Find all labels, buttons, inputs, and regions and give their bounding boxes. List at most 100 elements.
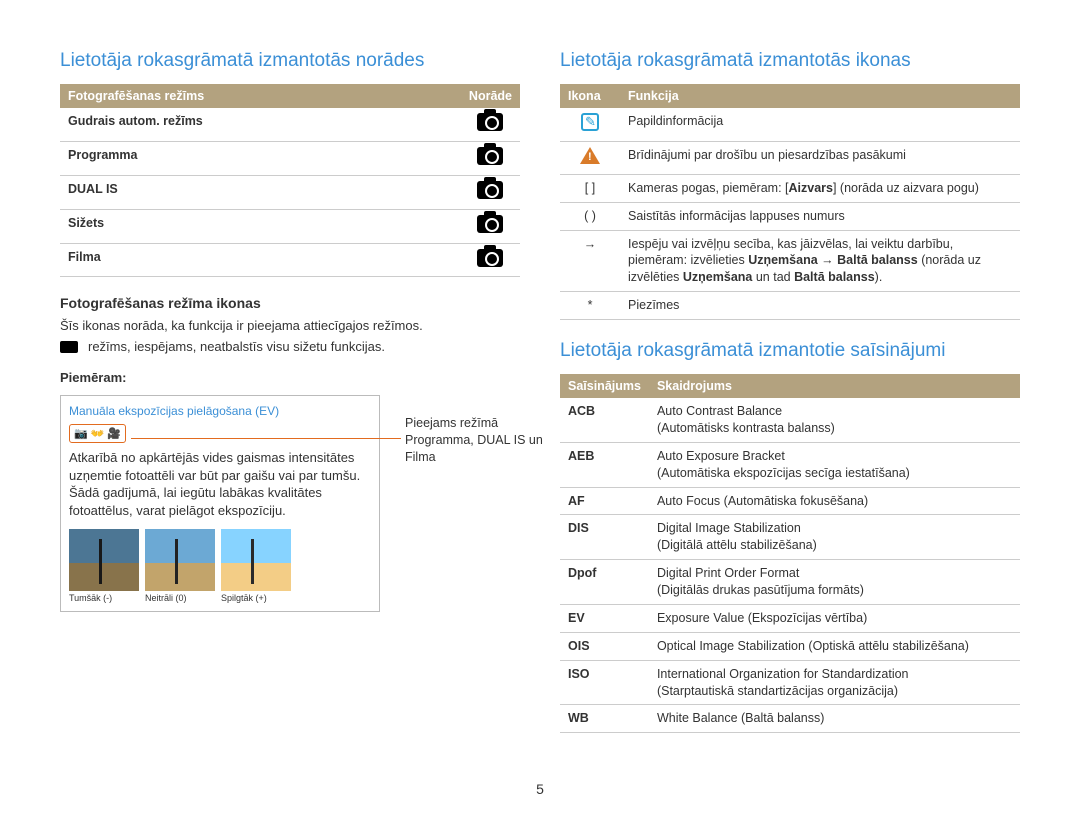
left-title: Lietotāja rokasgrāmatā izmantotās norāde… [60, 50, 520, 72]
abbr-desc: White Balance (Baltā balanss) [649, 705, 1020, 733]
mode-icon-cell [461, 243, 520, 277]
mode-label: Sižets [60, 209, 461, 243]
thumb: Spilgtāk (+) [221, 529, 291, 603]
right-abbr-title: Lietotāja rokasgrāmatā izmantotie saīsin… [560, 340, 1020, 362]
icon-desc: Kameras pogas, piemēram: [Aizvars] (norā… [620, 174, 1020, 202]
badge-icon: 👐 [91, 427, 105, 440]
abbr-cell: EV [560, 604, 649, 632]
mode-icon-cell [461, 141, 520, 175]
icon-cell [560, 108, 620, 141]
example-box-title: Manuāla ekspozīcijas pielāgošana (EV) [69, 404, 371, 418]
icon-desc: Saistītās informācijas lappuses numurs [620, 202, 1020, 230]
icon-desc: Iespēju vai izvēļņu secība, kas jāizvēla… [620, 230, 1020, 292]
table-row: OISOptical Image Stabilization (Optiskā … [560, 632, 1020, 660]
icon-desc: Brīdinājumi par drošību un piesardzības … [620, 141, 1020, 174]
thumb-img-dark [69, 529, 139, 591]
icons-th-func: Funkcija [620, 84, 1020, 108]
abbr-cell: AEB [560, 442, 649, 487]
example-body: Atkarībā no apkārtējās vides gaismas int… [69, 449, 371, 519]
table-row: Papildinformācija [560, 108, 1020, 141]
warning-icon [580, 147, 600, 164]
table-row: ACBAuto Contrast Balance(Automātisks kon… [560, 398, 1020, 442]
table-row: EVExposure Value (Ekspozīcijas vērtība) [560, 604, 1020, 632]
icons-table: Ikona Funkcija PapildinformācijaBrīdināj… [560, 84, 1020, 320]
thumb-img-bright [221, 529, 291, 591]
icon-desc: Papildinformācija [620, 108, 1020, 141]
example-callout-text: Pieejams režīmā Programma, DUAL IS un Fi… [405, 415, 555, 466]
table-row: DISDigital Image Stabilization(Digitālā … [560, 515, 1020, 560]
badge-icon: 📷 [74, 427, 88, 440]
abbr-desc: Auto Contrast Balance(Automātisks kontra… [649, 398, 1020, 442]
modes-table: Fotografēšanas režīms Norāde Gudrais aut… [60, 84, 520, 277]
mode-label: Programma [60, 141, 461, 175]
table-row: DUAL IS [60, 175, 520, 209]
icon-cell: * [560, 292, 620, 320]
mode-icons-text2-line: režīms, iespējams, neatbalstīs visu siže… [60, 338, 520, 356]
abbr-cell: OIS [560, 632, 649, 660]
movie-mode-icon [477, 249, 503, 267]
table-row: Gudrais autom. režīms [60, 108, 520, 141]
abbr-cell: AF [560, 487, 649, 515]
icon-desc: Piezīmes [620, 292, 1020, 320]
modes-th-indicator: Norāde [461, 84, 520, 108]
abbr-th-abbr: Saīsinājums [560, 374, 649, 398]
abbr-desc: Auto Focus (Automātiska fokusēšana) [649, 487, 1020, 515]
abbr-desc: International Organization for Standardi… [649, 660, 1020, 705]
abbr-cell: ACB [560, 398, 649, 442]
thumb-label: Spilgtāk (+) [221, 593, 291, 603]
scene-inline-icon [60, 341, 78, 353]
right-icons-title: Lietotāja rokasgrāmatā izmantotās ikonas [560, 50, 1020, 72]
table-row: ISOInternational Organization for Standa… [560, 660, 1020, 705]
example-thumbs: Tumšāk (-) Neitrāli (0) Spilgtāk (+) [69, 529, 371, 603]
badge-icon: 🎥 [107, 427, 121, 440]
table-row: AFAuto Focus (Automātiska fokusēšana) [560, 487, 1020, 515]
mode-icon-cell [461, 209, 520, 243]
modes-th-mode: Fotografēšanas režīms [60, 84, 461, 108]
example-label: Piemēram: [60, 369, 520, 387]
abbr-cell: DIS [560, 515, 649, 560]
thumb-label: Tumšāk (-) [69, 593, 139, 603]
example-box: Manuāla ekspozīcijas pielāgošana (EV) 📷 … [60, 395, 380, 612]
mode-icons-text2: režīms, iespējams, neatbalstīs visu siže… [88, 338, 385, 356]
table-row: ( )Saistītās informācijas lappuses numur… [560, 202, 1020, 230]
program-mode-icon [477, 147, 503, 165]
mode-label: Filma [60, 243, 461, 277]
callout-line [131, 438, 401, 439]
abbr-desc: Optical Image Stabilization (Optiskā att… [649, 632, 1020, 660]
page-number: 5 [0, 781, 1080, 797]
abbr-desc: Auto Exposure Bracket(Automātiska ekspoz… [649, 442, 1020, 487]
table-row: Sižets [60, 209, 520, 243]
table-row: WBWhite Balance (Baltā balanss) [560, 705, 1020, 733]
abbr-cell: ISO [560, 660, 649, 705]
abbr-cell: Dpof [560, 560, 649, 605]
icon-cell: ( ) [560, 202, 620, 230]
thumb: Tumšāk (-) [69, 529, 139, 603]
icon-cell: [ ] [560, 174, 620, 202]
abbr-cell: WB [560, 705, 649, 733]
table-row: Filma [60, 243, 520, 277]
thumb-img-neutral [145, 529, 215, 591]
mode-icon-cell [461, 175, 520, 209]
abbr-desc: Digital Print Order Format(Digitālās dru… [649, 560, 1020, 605]
abbr-table: Saīsinājums Skaidrojums ACBAuto Contrast… [560, 374, 1020, 733]
mode-icons-text1: Šīs ikonas norāda, ka funkcija ir pieeja… [60, 317, 520, 335]
abbr-th-desc: Skaidrojums [649, 374, 1020, 398]
table-row: DpofDigital Print Order Format(Digitālās… [560, 560, 1020, 605]
abbr-desc: Exposure Value (Ekspozīcijas vērtība) [649, 604, 1020, 632]
icons-th-icon: Ikona [560, 84, 620, 108]
note-icon [581, 113, 599, 131]
mode-label: DUAL IS [60, 175, 461, 209]
mode-label: Gudrais autom. režīms [60, 108, 461, 141]
table-row: [ ]Kameras pogas, piemēram: [Aizvars] (n… [560, 174, 1020, 202]
dual-is-mode-icon [477, 181, 503, 199]
thumb: Neitrāli (0) [145, 529, 215, 603]
thumb-label: Neitrāli (0) [145, 593, 215, 603]
scene-mode-icon [477, 215, 503, 233]
icon-cell: → [560, 230, 620, 292]
table-row: →Iespēju vai izvēļņu secība, kas jāizvēl… [560, 230, 1020, 292]
mode-icon-cell [461, 108, 520, 141]
abbr-desc: Digital Image Stabilization(Digitālā att… [649, 515, 1020, 560]
mode-icons-heading: Fotografēšanas režīma ikonas [60, 295, 520, 311]
icon-cell [560, 141, 620, 174]
example-mode-badges: 📷 👐 🎥 [69, 424, 126, 443]
